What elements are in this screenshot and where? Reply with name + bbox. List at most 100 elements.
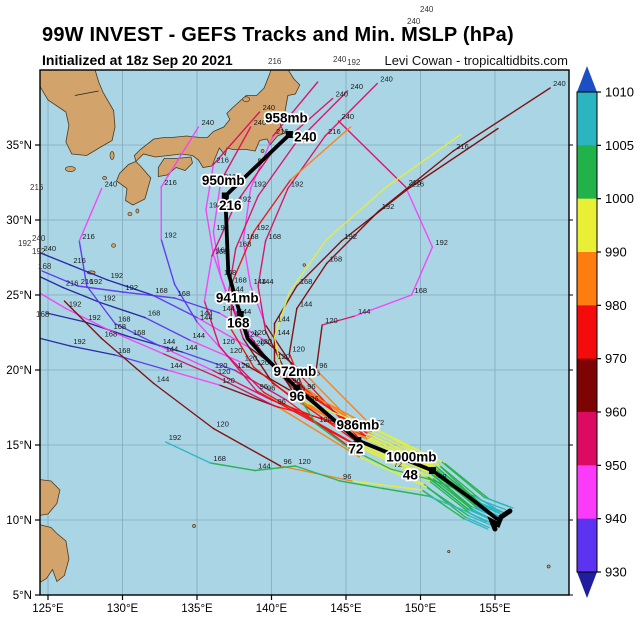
track-hour-label: 96 bbox=[260, 382, 268, 391]
track-hour-label: 192 bbox=[169, 433, 182, 442]
colorbar-tick-label: 960 bbox=[605, 405, 627, 420]
ensemble-track-segment bbox=[209, 462, 256, 472]
track-hour-label: 72 bbox=[376, 418, 384, 427]
stray-hour-label: 216 bbox=[30, 183, 44, 192]
ensemble-track-segment bbox=[366, 432, 437, 467]
track-hour-label: 240 bbox=[105, 180, 118, 189]
ensemble-track-segment bbox=[69, 264, 109, 281]
track-hour-label: 168 bbox=[246, 232, 259, 241]
track-hour-label: 240 bbox=[336, 90, 349, 99]
colorbar-segment bbox=[577, 465, 597, 520]
ensemble-track-segment bbox=[254, 465, 297, 472]
colorbar-segment bbox=[577, 198, 597, 253]
track-hour-label: 168 bbox=[239, 240, 252, 249]
map-area: 9612014416819221612014416819221624096120… bbox=[40, 70, 569, 595]
colorbar-outline bbox=[576, 91, 598, 573]
track-hour-label: 120 bbox=[285, 364, 298, 373]
ensemble-track-segment bbox=[121, 291, 176, 299]
ensemble-track-segment bbox=[264, 324, 297, 371]
ensemble-track-segment bbox=[315, 423, 350, 449]
ensemble-track-segment bbox=[324, 82, 378, 137]
ensemble-track-segment bbox=[257, 285, 267, 332]
ensemble-track-segment bbox=[378, 150, 454, 212]
track-hour-label: 168 bbox=[215, 247, 228, 256]
mean-track-line bbox=[223, 132, 499, 521]
stray-hour-label: 240 bbox=[333, 55, 347, 64]
colorbar-segment bbox=[577, 145, 597, 200]
ensemble-track-segment bbox=[181, 351, 235, 371]
track-hour-label: 216 bbox=[456, 142, 469, 151]
y-axis-tick-label: 15°N bbox=[6, 440, 32, 452]
track-hour-label: 240 bbox=[263, 103, 276, 112]
track-hour-label: 120 bbox=[277, 352, 290, 361]
ensemble-track-segment bbox=[65, 307, 112, 332]
ensemble-track-segment bbox=[240, 361, 295, 394]
ensemble-track-segment bbox=[77, 285, 124, 293]
x-axis-tick-label: 140°E bbox=[256, 603, 288, 615]
mean-track-marker bbox=[428, 467, 436, 474]
ensemble-track-segment bbox=[166, 369, 221, 386]
ensemble-track-segment bbox=[354, 294, 413, 317]
ensemble-track-segment bbox=[337, 120, 407, 188]
ensemble-track-segment bbox=[99, 301, 146, 319]
ensemble-track-segment bbox=[218, 345, 258, 392]
ensemble-track-segment bbox=[278, 406, 361, 458]
ensemble-track-segment bbox=[273, 291, 291, 338]
track-hour-label: 216 bbox=[81, 277, 94, 286]
track-hour-label: 168 bbox=[148, 309, 161, 318]
track-hour-label: 192 bbox=[382, 202, 395, 211]
track-hour-label: 144 bbox=[157, 375, 170, 384]
mean-hour-label: 216 bbox=[219, 198, 242, 213]
ensemble-track-segment bbox=[203, 300, 221, 347]
track-hour-label: 192 bbox=[291, 180, 304, 189]
ensemble-track-segment bbox=[230, 328, 255, 368]
ensemble-track-segment bbox=[78, 187, 103, 242]
ensemble-track-segment bbox=[382, 487, 429, 497]
stray-hour-label: 192 bbox=[347, 58, 361, 67]
colorbar-tick-label: 980 bbox=[605, 298, 627, 313]
y-axis-tick-label: 25°N bbox=[6, 290, 32, 302]
ensemble-track-segment bbox=[40, 252, 72, 266]
track-hour-label: 96 bbox=[267, 384, 275, 393]
track-hour-label: 168 bbox=[133, 328, 146, 337]
ensemble-track-segment bbox=[78, 240, 88, 287]
track-hour-label: 168 bbox=[118, 315, 131, 324]
track-hour-label: 168 bbox=[155, 286, 168, 295]
ensemble-track-segment bbox=[211, 202, 237, 257]
ensemble-track-segment bbox=[315, 369, 377, 431]
ensemble-track-segment bbox=[325, 210, 380, 265]
ensemble-track-segment bbox=[273, 336, 283, 374]
track-hour-label: 240 bbox=[553, 79, 566, 88]
ensemble-track-segment bbox=[205, 208, 215, 256]
ensemble-track-segment bbox=[407, 127, 499, 190]
stray-hour-label: 240 bbox=[420, 5, 434, 14]
track-hour-label: 216 bbox=[276, 127, 289, 136]
track-hour-label: 192 bbox=[164, 231, 177, 240]
ensemble-track-segment bbox=[288, 238, 328, 293]
ensemble-track-segment bbox=[428, 480, 472, 515]
ensemble-track-segment bbox=[144, 316, 191, 341]
mean-hour-label: 48 bbox=[403, 468, 419, 483]
track-hour-label: 120 bbox=[222, 376, 235, 385]
landmass-kyushu bbox=[116, 161, 152, 206]
track-hour-label: 144 bbox=[254, 277, 267, 286]
colorbar-segment bbox=[577, 412, 597, 466]
track-hour-label: 168 bbox=[415, 286, 428, 295]
colorbar-tick-label: 1000 bbox=[605, 191, 634, 206]
ensemble-track-segment bbox=[421, 489, 465, 520]
track-hour-label: 192 bbox=[209, 201, 222, 210]
track-hour-label: 144 bbox=[200, 309, 213, 318]
track-hour-label: 120 bbox=[260, 337, 273, 346]
ensemble-track-segment bbox=[303, 390, 376, 430]
track-hour-label: 144 bbox=[200, 313, 213, 322]
ensemble-track-segment bbox=[188, 339, 243, 364]
colorbar-segment bbox=[577, 305, 597, 360]
y-axis-tick-label: 35°N bbox=[6, 140, 32, 152]
track-hour-label: 96 bbox=[283, 457, 291, 466]
ensemble-track-segment bbox=[479, 502, 505, 514]
track-hour-label: 192 bbox=[435, 238, 448, 247]
ensemble-track-segment bbox=[230, 231, 255, 286]
stray-hour-label: 192 bbox=[18, 239, 32, 248]
ensemble-track-segment bbox=[385, 133, 462, 188]
